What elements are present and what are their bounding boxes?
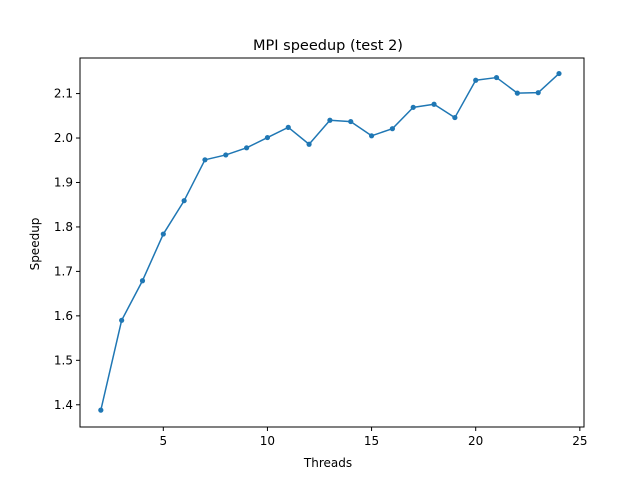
data-point [264, 134, 271, 141]
y-tick-label: 1.8 [54, 220, 73, 234]
data-point [389, 126, 395, 132]
data-point [410, 104, 416, 110]
axes-frame [79, 57, 585, 428]
data-point [368, 133, 375, 139]
data-point [98, 407, 104, 413]
data-point [202, 157, 208, 163]
x-tick-label: 10 [260, 434, 275, 448]
data-point [119, 317, 125, 323]
x-axis-label: Threads [303, 456, 352, 470]
y-tick-label: 1.5 [54, 353, 73, 367]
x-axis: 5 10 15 20 25 [159, 427, 587, 448]
x-tick-label: 20 [468, 434, 483, 448]
data-point [327, 117, 333, 123]
data-point [473, 77, 479, 83]
y-tick-label: 1.6 [54, 309, 73, 323]
x-tick-label: 5 [159, 434, 167, 448]
data-point [285, 124, 291, 130]
data-point [431, 101, 437, 107]
data-point [139, 278, 146, 284]
x-tick-label: 25 [572, 434, 587, 448]
data-point [223, 152, 229, 158]
y-axis: 1.4 1.5 1.6 1.7 1.8 1.9 2.0 2.1 [54, 87, 80, 412]
data-point [160, 231, 166, 237]
plot-area: 1.4 1.5 1.6 1.7 1.8 1.9 2.0 2.1 5 10 15 20 25 [54, 57, 587, 448]
data-point [452, 114, 458, 121]
y-tick-label: 2.0 [54, 131, 73, 145]
data-point [244, 145, 250, 151]
data-point [493, 74, 500, 81]
data-point [514, 90, 520, 96]
x-tick-label: 15 [364, 434, 379, 448]
y-tick-label: 1.7 [54, 264, 73, 278]
data-point [181, 198, 187, 204]
y-tick-label: 2.1 [54, 87, 73, 101]
chart-title: MPI speedup (test 2) [253, 38, 403, 54]
data-point [556, 70, 562, 77]
y-tick-label: 1.9 [54, 175, 73, 189]
data-point [348, 118, 354, 125]
y-tick-label: 1.4 [54, 398, 73, 412]
data-point [306, 141, 312, 147]
series-layer [98, 70, 562, 413]
data-point [535, 90, 541, 96]
y-axis-label: Speedup [28, 218, 42, 271]
